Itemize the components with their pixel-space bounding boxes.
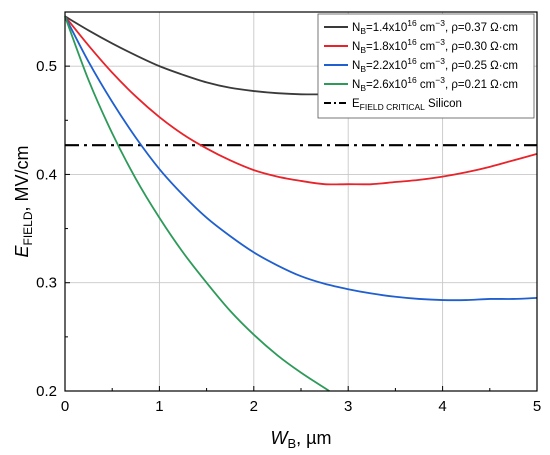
x-tick-label: 0 (61, 398, 69, 415)
x-tick-label: 4 (438, 398, 446, 415)
x-tick-label: 2 (250, 398, 258, 415)
legend-box (317, 13, 535, 119)
series-line-2 (64, 15, 538, 186)
x-tick-label: 5 (533, 398, 541, 415)
y-tick-label: 0.3 (36, 275, 57, 292)
y-tick-label: 0.4 (36, 166, 57, 183)
x-tick-label: 1 (155, 398, 163, 415)
axis-ticks: 0 1 2 3 4 5 0.2 0.3 0.4 0.5 (36, 11, 541, 415)
legend-label: NB=2.2x1016 cm−3, ρ=0.25 Ω·cm (352, 56, 518, 74)
legend-label: NB=1.8x1016 cm−3, ρ=0.30 Ω·cm (352, 37, 518, 55)
x-axis-label: WB, µm (270, 428, 331, 451)
x-tick-label: 3 (344, 398, 352, 415)
series-line-4 (64, 16, 330, 392)
series-line-1 (64, 15, 349, 96)
series-line-3 (64, 15, 538, 302)
legend-label: NB=2.6x1016 cm−3, ρ=0.21 Ω·cm (352, 75, 518, 93)
series-group (64, 15, 538, 392)
y-tick-label: 0.5 (36, 58, 57, 75)
legend: NB=1.4x1016 cm−3, ρ=0.37 Ω·cmNB=1.8x1016… (317, 13, 535, 119)
legend-label: NB=1.4x1016 cm−3, ρ=0.37 Ω·cm (352, 18, 518, 36)
y-tick-label: 0.2 (36, 383, 57, 400)
y-axis-label: EFIELD, MV/cm (12, 145, 35, 257)
legend-label: EFIELD CRITICAL Silicon (352, 98, 462, 112)
